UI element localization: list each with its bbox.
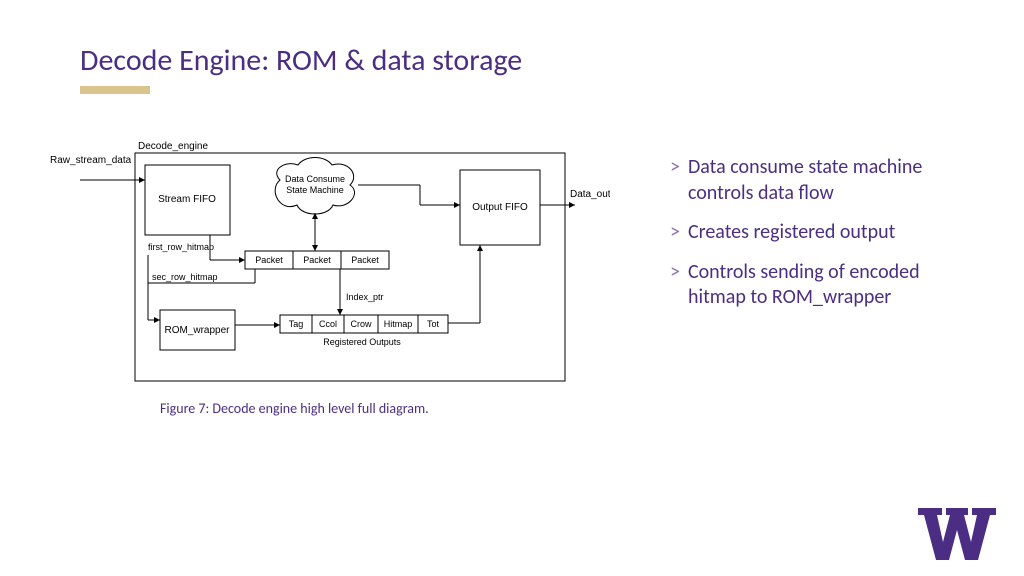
bullet-text: Creates registered output bbox=[688, 220, 895, 246]
bullet-item: > Creates registered output bbox=[670, 220, 980, 246]
bullet-item: > Data consume state machine controls da… bbox=[670, 155, 980, 206]
chevron-icon: > bbox=[670, 220, 680, 246]
stream-fifo-block: Stream FIFO bbox=[158, 194, 216, 205]
svg-text:State Machine: State Machine bbox=[286, 185, 344, 195]
output-fifo-block: Output FIFO bbox=[472, 202, 528, 213]
figure-caption: Figure 7: Decode engine high level full … bbox=[160, 400, 429, 417]
title-underline bbox=[80, 86, 150, 94]
svg-text:Hitmap: Hitmap bbox=[384, 319, 413, 329]
decode-engine-diagram: Decode_engine Raw_stream_data Stream FIF… bbox=[50, 135, 610, 395]
svg-text:Packet: Packet bbox=[255, 255, 283, 265]
rom-wrapper-block: ROM_wrapper bbox=[164, 325, 230, 336]
bullet-text: Data consume state machine controls data… bbox=[688, 155, 980, 206]
slide-title: Decode Engine: ROM & data storage bbox=[80, 42, 522, 79]
svg-text:Ccol: Ccol bbox=[319, 319, 337, 329]
first-row-hitmap-label: first_row_hitmap bbox=[148, 242, 214, 252]
bullet-text: Controls sending of encoded hitmap to RO… bbox=[688, 260, 980, 311]
uw-logo-icon bbox=[918, 508, 996, 560]
svg-text:Crow: Crow bbox=[350, 319, 372, 329]
chevron-icon: > bbox=[670, 260, 680, 286]
output-label: Data_out bbox=[570, 189, 610, 200]
state-machine-cloud: Data Consume State Machine bbox=[275, 158, 354, 215]
svg-text:Packet: Packet bbox=[303, 255, 331, 265]
svg-text:Registered Outputs: Registered Outputs bbox=[323, 337, 401, 347]
index-ptr-label: Index_ptr bbox=[346, 292, 384, 302]
bullet-list: > Data consume state machine controls da… bbox=[670, 155, 980, 325]
bullet-item: > Controls sending of encoded hitmap to … bbox=[670, 260, 980, 311]
container-label: Decode_engine bbox=[138, 141, 208, 152]
svg-text:Tot: Tot bbox=[427, 319, 440, 329]
registered-outputs-row: Tag Ccol Crow Hitmap Tot Registered Outp… bbox=[280, 315, 448, 347]
svg-text:Packet: Packet bbox=[351, 255, 379, 265]
svg-text:Data Consume: Data Consume bbox=[285, 174, 345, 184]
chevron-icon: > bbox=[670, 155, 680, 181]
sec-row-hitmap-label: sec_row_hitmap bbox=[152, 272, 218, 282]
svg-text:Tag: Tag bbox=[289, 319, 304, 329]
input-label: Raw_stream_data bbox=[50, 155, 132, 166]
packet-row: Packet Packet Packet bbox=[245, 251, 389, 269]
